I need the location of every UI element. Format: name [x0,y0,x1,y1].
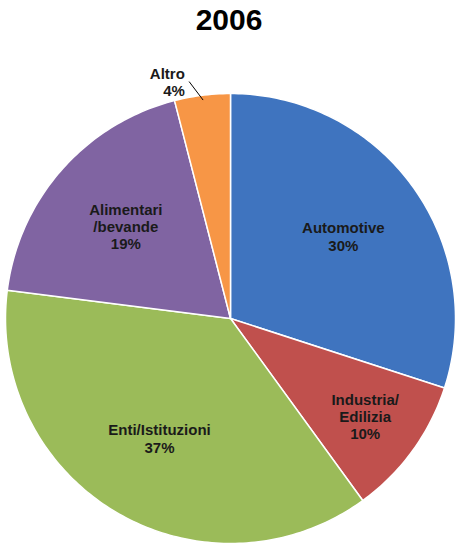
svg-text:Altro4%: Altro4% [150,65,185,99]
svg-text:Alimentari/bevande19%: Alimentari/bevande19% [89,201,162,253]
svg-text:Enti/Istituzioni37%: Enti/Istituzioni37% [108,421,211,455]
svg-text:Industria/Edilizia10%: Industria/Edilizia10% [331,391,399,443]
svg-text:Automotive30%: Automotive30% [302,219,385,253]
html-text:2006: 2006 [195,3,263,36]
